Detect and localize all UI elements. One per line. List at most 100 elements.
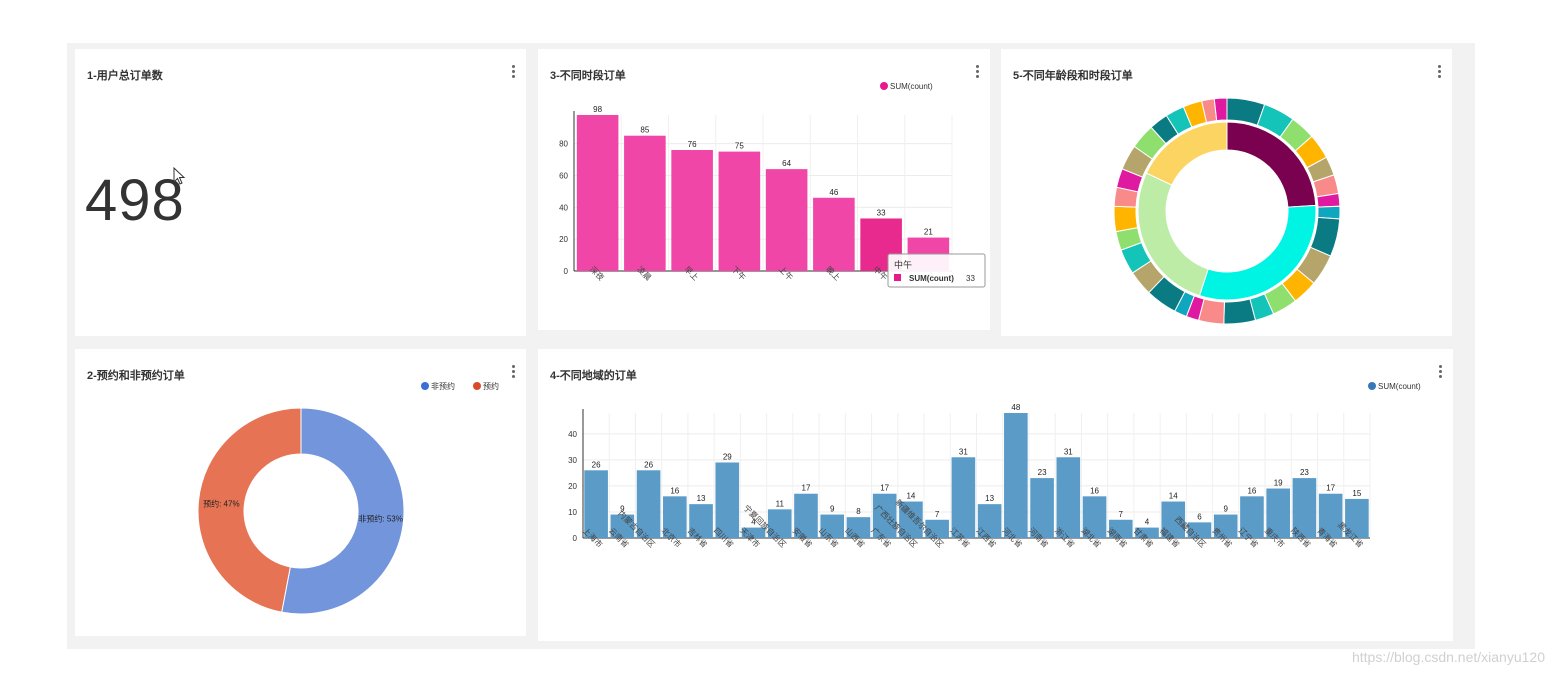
- more-menu-icon[interactable]: [974, 65, 980, 79]
- bar[interactable]: [872, 493, 897, 538]
- y-tick-label: 0: [564, 267, 569, 276]
- age-sunburst-chart[interactable]: [1001, 49, 1452, 336]
- donut-slice[interactable]: [197, 407, 302, 613]
- data-label: 4: [751, 518, 756, 527]
- more-menu-icon[interactable]: [510, 365, 516, 379]
- bar[interactable]: [794, 493, 818, 538]
- data-label: 4: [1145, 518, 1150, 527]
- data-label: 75: [735, 142, 744, 151]
- data-label: 9: [620, 505, 625, 514]
- legend-marker: [421, 382, 429, 390]
- data-label: 16: [1247, 486, 1256, 495]
- data-label: 11: [776, 499, 785, 508]
- bar[interactable]: [689, 504, 713, 538]
- legend-marker: [880, 82, 888, 90]
- bar[interactable]: [610, 514, 635, 538]
- bar[interactable]: [951, 457, 976, 538]
- bar[interactable]: [1240, 496, 1264, 538]
- inner-ring-segment[interactable]: [1145, 121, 1228, 186]
- bar[interactable]: [846, 517, 871, 538]
- bar[interactable]: [663, 496, 687, 538]
- bar[interactable]: [1266, 488, 1290, 538]
- bar[interactable]: [820, 514, 845, 538]
- bar[interactable]: [1292, 478, 1317, 538]
- bar[interactable]: [1030, 478, 1054, 538]
- outer-ring-segment[interactable]: [1213, 97, 1228, 122]
- data-label: 7: [1119, 510, 1124, 519]
- bar[interactable]: [718, 151, 761, 271]
- bar[interactable]: [1108, 519, 1133, 538]
- legend-marker: [473, 382, 481, 390]
- data-label: 29: [723, 452, 732, 461]
- legend-label[interactable]: SUM(count): [1378, 382, 1421, 391]
- bar[interactable]: [1213, 514, 1238, 538]
- card-title: 4-不同地域的订单: [550, 370, 637, 382]
- bar[interactable]: [813, 197, 855, 271]
- y-tick-label: 20: [568, 482, 577, 491]
- data-label: 48: [1011, 403, 1020, 412]
- legend-label[interactable]: 非预约: [431, 381, 455, 391]
- y-tick-label: 40: [559, 203, 568, 212]
- bar[interactable]: [741, 527, 766, 538]
- outer-ring-segment[interactable]: [1113, 205, 1139, 233]
- data-label: 33: [877, 208, 886, 217]
- outer-ring-segment[interactable]: [1317, 205, 1341, 220]
- data-label: 17: [802, 484, 811, 493]
- card-title: 1-用户总订单数: [87, 70, 163, 82]
- bar[interactable]: [977, 504, 1002, 538]
- bar[interactable]: [1082, 496, 1107, 538]
- region-bar-chart[interactable]: 01020304026上海市9云南省26内蒙古自治区16北京市13吉林省29四川…: [538, 349, 1453, 641]
- y-tick-label: 0: [573, 534, 578, 543]
- donut-slice[interactable]: [281, 407, 405, 615]
- bar[interactable]: [767, 509, 792, 538]
- bar[interactable]: [1004, 413, 1028, 538]
- card-total-orders: 1-用户总订单数 498: [75, 49, 526, 336]
- bar[interactable]: [1345, 498, 1369, 538]
- data-label: 7: [935, 510, 940, 519]
- bar[interactable]: [899, 501, 923, 538]
- card-booking-orders: 2-预约和非预约订单 非预约 预约 非预约: 53% 预约: 47%: [75, 349, 526, 636]
- data-label: 46: [829, 188, 838, 197]
- bar[interactable]: [1318, 493, 1343, 538]
- data-label: 26: [644, 460, 653, 469]
- tooltip-label: SUM(count): [909, 274, 954, 283]
- bar[interactable]: [715, 462, 740, 538]
- bar[interactable]: [624, 135, 666, 271]
- bar[interactable]: [1135, 527, 1159, 538]
- more-menu-icon[interactable]: [1437, 365, 1443, 379]
- bar[interactable]: [1056, 457, 1081, 538]
- data-label: 9: [830, 505, 835, 514]
- bar[interactable]: [925, 519, 949, 538]
- y-tick-label: 60: [559, 171, 568, 180]
- y-tick-label: 30: [568, 456, 577, 465]
- bar[interactable]: [1161, 501, 1186, 538]
- big-number-value: 498: [85, 168, 185, 233]
- legend-label[interactable]: 预约: [483, 381, 499, 391]
- more-menu-icon[interactable]: [510, 65, 516, 79]
- bar[interactable]: [765, 169, 808, 271]
- outer-ring-segment[interactable]: [1223, 298, 1257, 325]
- data-label: 8: [856, 507, 861, 516]
- more-menu-icon[interactable]: [1436, 65, 1442, 79]
- bar[interactable]: [576, 115, 619, 271]
- bar[interactable]: [1187, 522, 1212, 538]
- legend-label[interactable]: SUM(count): [890, 82, 933, 91]
- y-tick-label: 80: [559, 140, 568, 149]
- card-age-period-orders: 5-不同年龄段和时段订单: [1001, 49, 1452, 336]
- tooltip-title: 中午: [894, 259, 912, 270]
- data-label: 17: [880, 484, 889, 493]
- card-title: 5-不同年龄段和时段订单: [1013, 70, 1133, 82]
- bar[interactable]: [584, 470, 608, 538]
- data-label: 98: [593, 105, 602, 114]
- data-label: 14: [906, 492, 915, 501]
- data-label: 64: [782, 159, 791, 168]
- card-title: 3-不同时段订单: [550, 70, 626, 82]
- bar[interactable]: [636, 470, 661, 538]
- period-bar-chart[interactable]: 02040608098深夜85凌晨76早上75下午64上午46晚上33中午21夜…: [538, 49, 990, 330]
- mouse-cursor-icon: [173, 167, 186, 185]
- bar[interactable]: [671, 150, 713, 271]
- watermark: https://blog.csdn.net/xianyu120: [1351, 649, 1545, 665]
- data-label: 31: [959, 447, 968, 456]
- bar-tooltip: 中午 SUM(count) 33: [887, 253, 986, 288]
